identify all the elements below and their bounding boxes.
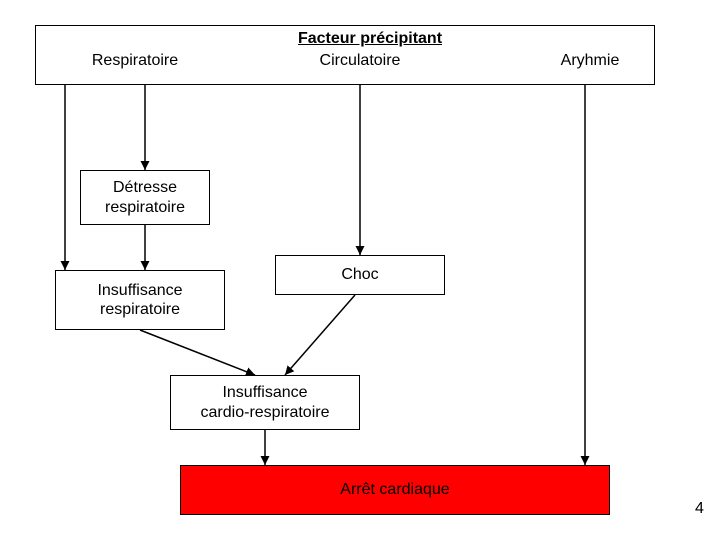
- header-respiratoire: Respiratoire: [75, 52, 195, 70]
- insuff-resp-box: Insuffisance respiratoire: [55, 270, 225, 330]
- insuff-cardio-box: Insuffisance cardio-respiratoire: [170, 375, 360, 430]
- detresse-line2: respiratoire: [105, 199, 185, 216]
- page-number: 4: [695, 500, 704, 518]
- header-title: Facteur précipitant: [270, 30, 470, 48]
- arret-label: Arrêt cardiaque: [340, 481, 449, 499]
- insuff-resp-line2: respiratoire: [100, 301, 180, 318]
- choc-label: Choc: [341, 266, 378, 284]
- detresse-box: Détresse respiratoire: [80, 170, 210, 225]
- insuff-cardio-line1: Insuffisance: [222, 384, 307, 401]
- detresse-line1: Détresse: [113, 179, 177, 196]
- header-circulatoire: Circulatoire: [300, 52, 420, 70]
- insuff-cardio-line2: cardio-respiratoire: [201, 404, 330, 421]
- arret-box: Arrêt cardiaque: [180, 465, 610, 515]
- insuff-resp-line1: Insuffisance: [97, 282, 182, 299]
- header-arythmie: Aryhmie: [540, 52, 640, 70]
- choc-box: Choc: [275, 255, 445, 295]
